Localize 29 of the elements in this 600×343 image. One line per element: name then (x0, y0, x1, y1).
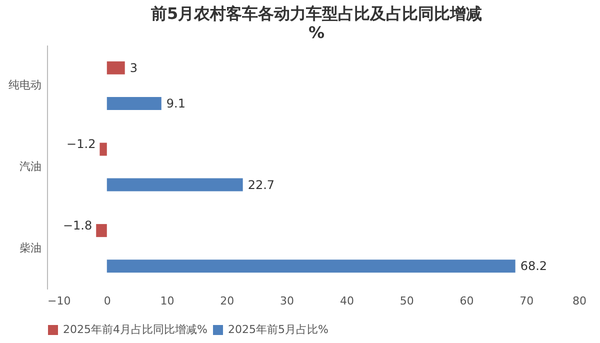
x-tick-label: −10 (48, 294, 71, 308)
chart-subtitle: % (308, 23, 325, 42)
legend-label: 2025年前5月占比% (228, 323, 328, 336)
x-tick-label: 0 (104, 294, 111, 308)
data-label: −1.2 (66, 137, 96, 152)
x-tick-label: 80 (572, 294, 586, 308)
data-label: −1.8 (62, 218, 92, 233)
x-tick-label: 50 (400, 294, 414, 308)
x-tick-label: 60 (460, 294, 474, 308)
legend-label: 2025年前4月占比同比增减% (63, 323, 208, 336)
bar (100, 142, 107, 156)
chart-title: 前5月农村客车各动力车型占比及占比同比增减 (150, 4, 482, 23)
data-label: 9.1 (166, 96, 186, 110)
x-tick-label: 20 (220, 294, 234, 308)
y-tick-label: 汽油 (20, 160, 42, 173)
x-tick-label: 30 (280, 294, 294, 308)
bar (96, 224, 107, 238)
data-label: 68.2 (520, 259, 548, 274)
x-tick-label: 70 (520, 294, 534, 308)
y-tick-label: 纯电动 (8, 78, 42, 92)
bar (106, 61, 125, 74)
bar (106, 96, 162, 110)
data-label: 3 (130, 60, 138, 75)
data-label: 22.7 (248, 178, 275, 192)
bar (106, 260, 516, 273)
x-tick-label: 40 (340, 294, 354, 308)
bar (106, 178, 243, 192)
y-tick-label: 柴油 (20, 241, 42, 254)
x-tick-label: 10 (160, 294, 174, 308)
